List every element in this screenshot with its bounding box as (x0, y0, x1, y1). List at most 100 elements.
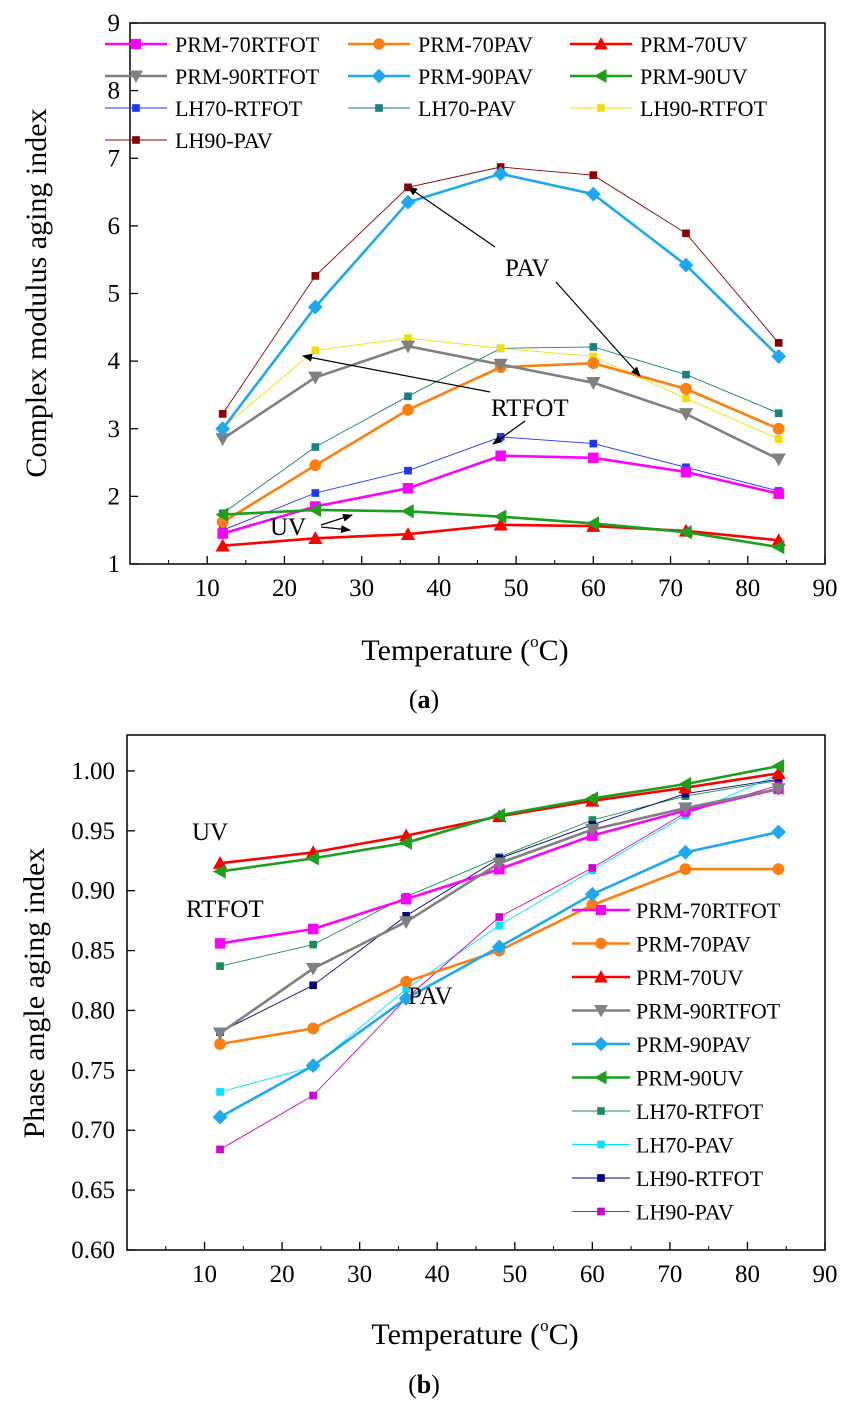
data-point (491, 939, 507, 955)
data-point (774, 435, 783, 443)
x-tick-label: 10 (195, 575, 220, 602)
data-point (216, 1088, 224, 1096)
legend-item: LH70-RTFOT (105, 96, 303, 121)
y-tick-label: 9 (108, 10, 121, 37)
x-tick-label: 80 (735, 575, 760, 602)
data-point (404, 392, 412, 401)
y-axis-title-a: Complex modulus aging index (20, 108, 53, 477)
x-tick-label: 90 (813, 575, 838, 602)
arrow-rtfot-upper (302, 353, 491, 393)
data-point (681, 789, 690, 798)
series-prm-90uv (212, 759, 785, 879)
legend-label: LH70-PAV (636, 1133, 734, 1158)
data-point (589, 171, 598, 179)
panel-label-a: (a) (409, 685, 439, 714)
legend-label: LH90-RTFOT (640, 96, 768, 121)
data-point (214, 938, 226, 949)
legend-marker (594, 970, 608, 983)
data-point (586, 899, 599, 911)
legend-label: PRM-90RTFOT (636, 999, 781, 1024)
data-point (217, 528, 228, 539)
data-point (311, 489, 320, 497)
legend-label: PRM-90UV (640, 64, 748, 89)
data-point (311, 443, 320, 451)
data-point (586, 377, 601, 390)
data-point (678, 525, 692, 540)
legend-label: LH70-PAV (418, 96, 516, 121)
data-point (214, 1038, 226, 1050)
y-tick-label: 0.65 (71, 1177, 115, 1204)
y-tick-label: 1.00 (71, 758, 115, 785)
data-point (772, 863, 785, 876)
panel-label-b: (b) (408, 1370, 440, 1399)
data-point (307, 1022, 320, 1035)
data-point (680, 466, 692, 478)
data-point (774, 339, 783, 347)
data-point (492, 857, 507, 871)
data-point (496, 344, 505, 353)
data-point (308, 531, 323, 545)
y-tick-label: 0.90 (71, 878, 115, 905)
series-prm-70pav (216, 357, 785, 528)
x-tick-label: 60 (581, 575, 606, 602)
y-tick-label: 4 (108, 348, 121, 375)
legend-marker (597, 104, 605, 112)
arrow-uv-upper (320, 513, 353, 526)
legend-marker (132, 104, 140, 112)
legend-marker (130, 38, 142, 50)
data-point (309, 459, 322, 472)
data-point (212, 864, 226, 879)
data-point (678, 802, 693, 816)
data-point (774, 409, 783, 418)
x-tick-label: 20 (270, 1261, 295, 1288)
arrow-uv-lower (320, 525, 351, 534)
legend-label: LH90-RTFOT (636, 1166, 764, 1191)
data-point (678, 257, 694, 273)
data-point (404, 466, 412, 475)
data-point (772, 422, 785, 435)
legend-label: PRM-70PAV (418, 32, 533, 57)
arrow-pav-lower (555, 281, 641, 377)
data-point (771, 348, 787, 364)
series-prm-90uv (215, 502, 785, 555)
data-point (586, 516, 600, 531)
x-tick-label: 20 (272, 575, 297, 602)
legend-item: PRM-90UV (570, 64, 748, 89)
legend-label: PRM-70RTFOT (636, 898, 781, 923)
legend-label: PRM-90RTFOT (175, 64, 320, 89)
data-point (402, 403, 414, 416)
data-point (215, 421, 231, 437)
legend-label: PRM-70PAV (636, 932, 751, 957)
legend-item: LH90-RTFOT (572, 1166, 764, 1191)
data-point (679, 863, 692, 876)
data-point (215, 433, 230, 447)
data-point (585, 823, 600, 837)
y-tick-label: 5 (108, 281, 121, 308)
annotation-pav-b: PAV (408, 983, 453, 1010)
legend-marker (597, 1140, 605, 1149)
x-tick-label: 80 (735, 1261, 760, 1288)
data-point (216, 1145, 224, 1154)
data-point (589, 343, 598, 351)
y-tick-label: 3 (108, 416, 121, 443)
legend-marker (132, 136, 140, 144)
data-point (400, 975, 413, 988)
legend-label: PRM-70UV (640, 32, 748, 57)
data-point (402, 482, 414, 494)
data-point (771, 766, 786, 780)
data-point (495, 450, 506, 462)
data-point (212, 1109, 228, 1125)
legend-item: LH90-PAV (572, 1200, 734, 1225)
y-tick-label: 2 (108, 483, 121, 510)
data-point (682, 370, 690, 379)
data-point (311, 346, 320, 355)
chart-b: 10 20 30 40 50 60 70 80 90 0.60 0.65 0.70 0.75 0.80 0.… (18, 734, 838, 1399)
legend-marker (594, 69, 607, 83)
series-prm-90rtfot (212, 783, 786, 1041)
annotation-uv-a: UV (270, 514, 306, 541)
data-point (400, 504, 414, 519)
legend-marker (593, 1036, 609, 1052)
legend-item: LH90-RTFOT (570, 96, 768, 121)
